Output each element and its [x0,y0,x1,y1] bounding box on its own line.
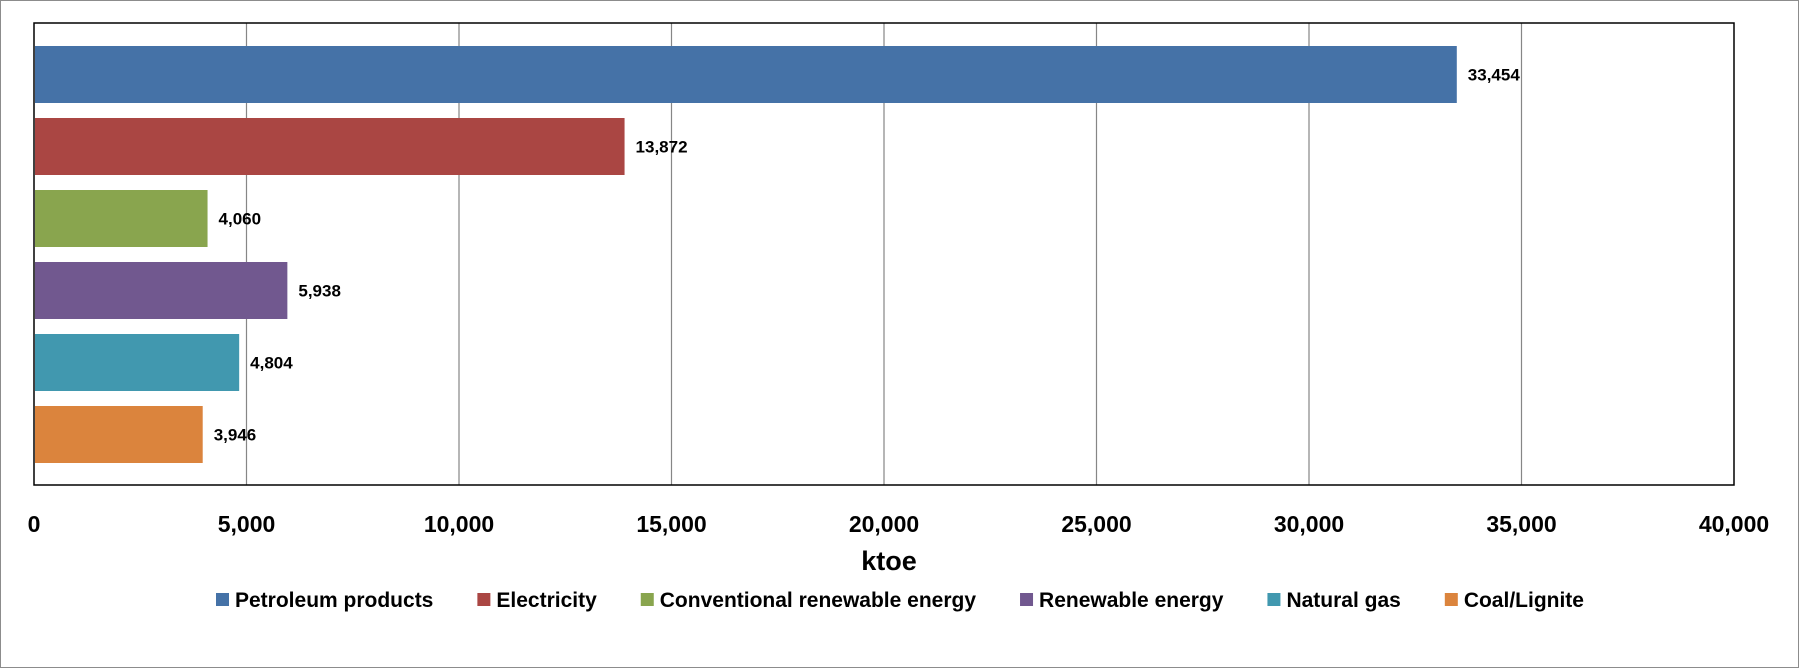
x-tick-label: 5,000 [218,511,276,537]
legend-swatch [216,593,229,606]
bar [35,118,625,175]
data-label: 4,804 [250,354,293,373]
x-tick-labels: 0 5,000 10,000 15,000 20,000 25,000 30,000 35,0… [28,511,1770,537]
x-tick-label: 35,000 [1486,511,1556,537]
bar [35,46,1457,103]
legend-swatch [1444,593,1458,606]
data-label: 13,872 [636,138,688,157]
bar [35,190,208,247]
legend-item: Natural gas [1267,589,1401,612]
x-tick-label: 15,000 [636,511,706,537]
data-label: 4,060 [219,210,262,229]
legend-item: Conventional renewable energy [640,589,977,612]
legend-item: Petroleum products [216,589,433,612]
data-label: 5,938 [298,282,341,301]
bar [35,406,203,463]
data-labels: 33,454 13,872 4,060 5,938 4,804 3,946 [214,66,1521,445]
x-tick-label: 30,000 [1274,511,1344,537]
legend-label: Conventional renewable energy [660,589,977,612]
legend-item: Coal/Lignite [1444,589,1584,612]
legend-label: Electricity [496,589,597,612]
x-tick-label: 10,000 [424,511,494,537]
legend-label: Coal/Lignite [1464,589,1584,612]
x-tick-label: 20,000 [849,511,919,537]
legend-label: Natural gas [1286,589,1400,612]
data-label: 3,946 [214,426,257,445]
bar [35,334,240,391]
legend-swatch [1267,593,1281,606]
x-tick-label: 0 [28,511,41,537]
x-tick-label: 25,000 [1061,511,1131,537]
legend-item: Renewable energy [1020,589,1224,612]
legend-label: Renewable energy [1039,589,1224,612]
legend-swatch [477,593,491,606]
bar [35,262,288,319]
bars [35,46,1457,463]
legend-swatch [640,593,654,606]
legend: Petroleum products Electricity Conventiona… [216,589,1584,612]
plot-border [33,22,1735,486]
x-axis-title: ktoe [861,546,917,576]
x-tick-label: 40,000 [1699,511,1769,537]
data-label: 33,454 [1468,66,1521,85]
legend-item: Electricity [477,589,597,612]
legend-swatch [1020,593,1034,606]
legend-label: Petroleum products [235,589,433,612]
